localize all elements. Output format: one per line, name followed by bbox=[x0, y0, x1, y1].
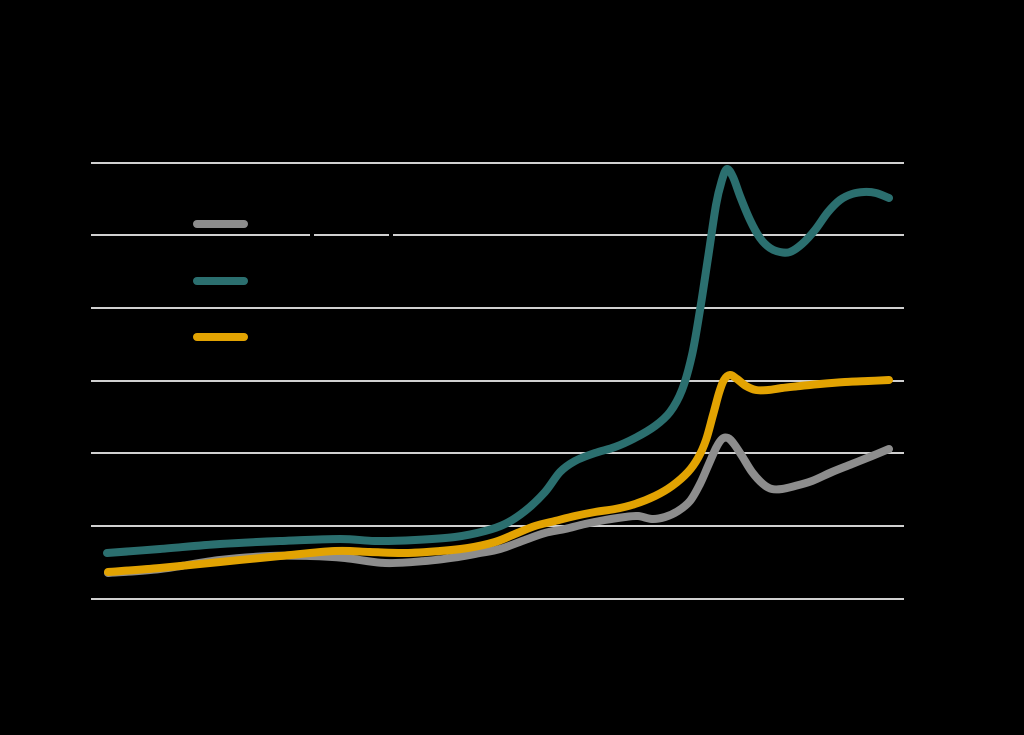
legend-swatch-gold bbox=[193, 333, 248, 341]
gridline-gap-artifact-0 bbox=[310, 228, 314, 238]
series-line-gold bbox=[104, 371, 893, 576]
legend-swatch-teal bbox=[193, 277, 248, 285]
gridline-gap-artifact-1 bbox=[389, 228, 393, 238]
series-line-gray bbox=[104, 433, 893, 577]
legend-swatch-gray bbox=[193, 220, 248, 228]
series-line-teal bbox=[103, 164, 893, 557]
